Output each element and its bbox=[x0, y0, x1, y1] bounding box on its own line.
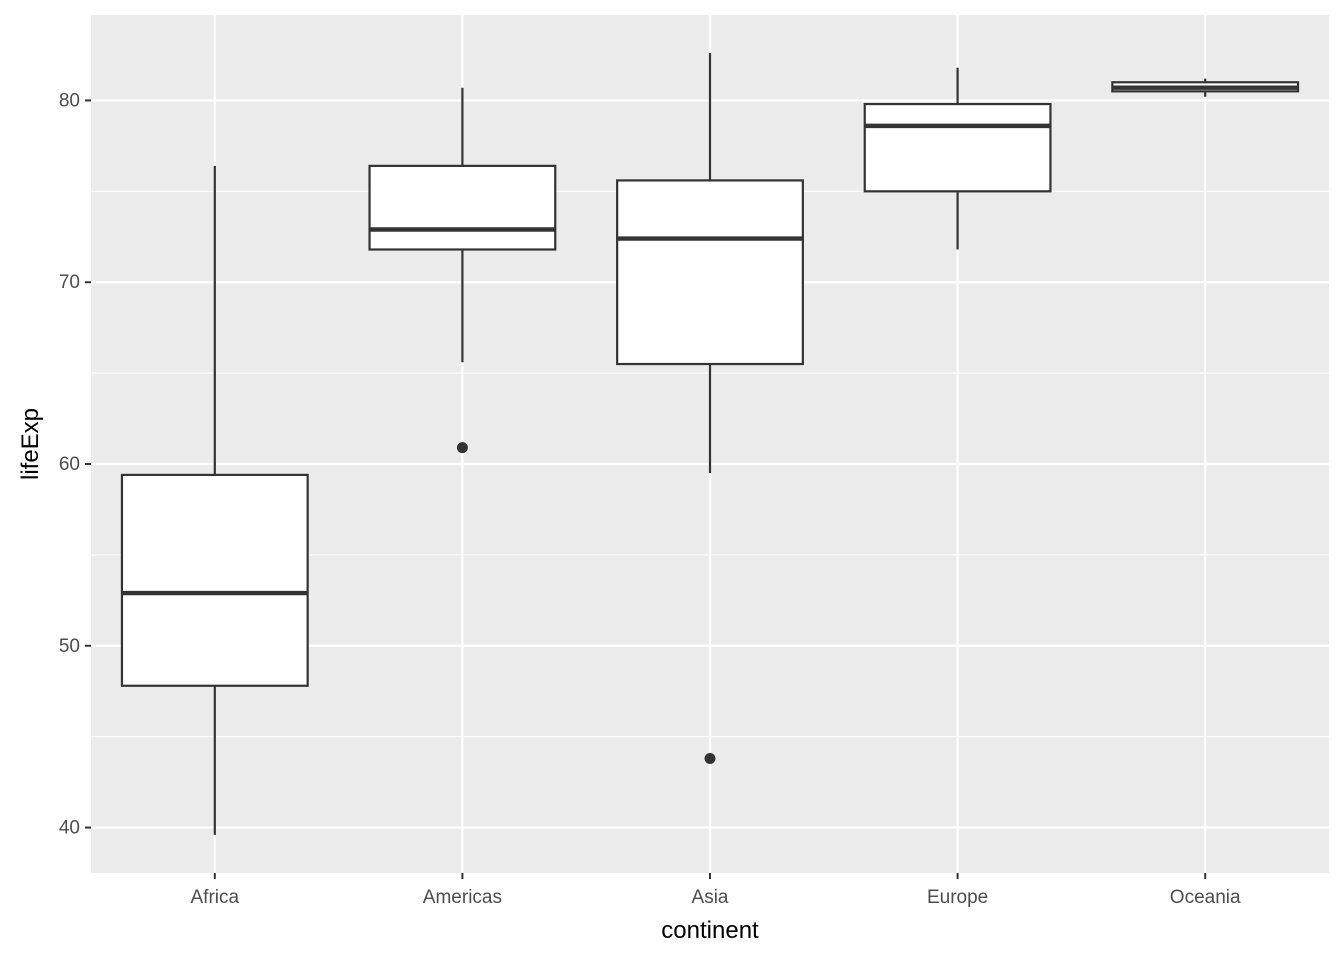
x-tick-label: Europe bbox=[927, 887, 988, 908]
box-europe bbox=[863, 102, 1052, 193]
x-tick-label: Africa bbox=[191, 887, 240, 908]
outlier-point bbox=[704, 752, 716, 764]
box-asia bbox=[616, 179, 804, 366]
y-axis-title: lifeExp bbox=[17, 408, 44, 480]
axes: 40 50 60 70 80 Africa Americas Asia Europe Oceani… bbox=[59, 90, 1241, 908]
x-tick-label: Oceania bbox=[1170, 887, 1241, 908]
x-tick-label: Americas bbox=[423, 887, 502, 908]
x-tick-label: Asia bbox=[692, 887, 729, 908]
y-tick-label: 70 bbox=[59, 272, 80, 293]
x-axis-title: continent bbox=[661, 917, 759, 944]
y-tick-label: 60 bbox=[59, 454, 80, 475]
y-tick-label: 40 bbox=[59, 818, 80, 839]
box-americas bbox=[368, 164, 557, 251]
y-tick-label: 80 bbox=[59, 90, 80, 111]
y-tick-label: 50 bbox=[59, 636, 80, 657]
boxes bbox=[120, 53, 1300, 835]
outlier-point bbox=[456, 442, 468, 454]
box-africa bbox=[120, 473, 309, 687]
